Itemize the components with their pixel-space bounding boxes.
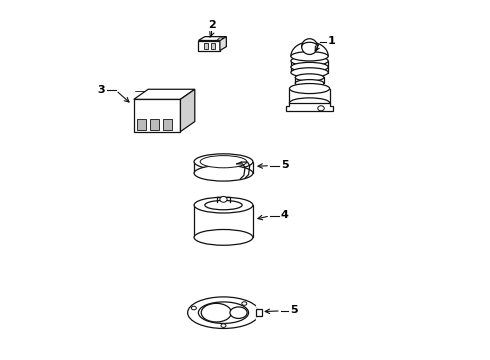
Ellipse shape (291, 56, 328, 66)
Ellipse shape (201, 303, 231, 322)
Ellipse shape (291, 68, 328, 77)
Polygon shape (220, 37, 226, 50)
Polygon shape (134, 99, 180, 132)
Ellipse shape (200, 156, 247, 168)
Ellipse shape (194, 197, 253, 213)
Ellipse shape (295, 74, 324, 81)
Ellipse shape (188, 297, 259, 328)
Polygon shape (256, 306, 265, 319)
Bar (150, 120, 159, 130)
Bar (137, 120, 146, 130)
Polygon shape (180, 89, 195, 132)
Polygon shape (217, 38, 223, 40)
Ellipse shape (194, 229, 253, 245)
Ellipse shape (205, 201, 242, 210)
Ellipse shape (220, 197, 227, 202)
Polygon shape (194, 205, 253, 237)
Ellipse shape (290, 98, 330, 108)
Polygon shape (198, 41, 220, 50)
Text: 5: 5 (290, 305, 297, 315)
Bar (204, 43, 208, 49)
Ellipse shape (194, 154, 253, 170)
Polygon shape (134, 89, 195, 99)
Ellipse shape (290, 84, 330, 94)
Ellipse shape (230, 307, 247, 319)
Text: 1: 1 (327, 36, 335, 46)
Ellipse shape (205, 157, 242, 166)
Polygon shape (256, 309, 262, 316)
Ellipse shape (242, 302, 247, 305)
Ellipse shape (302, 39, 318, 54)
Text: 4: 4 (281, 210, 289, 220)
Polygon shape (291, 42, 328, 56)
Text: 5: 5 (281, 160, 289, 170)
Polygon shape (198, 37, 226, 41)
Ellipse shape (191, 306, 196, 310)
Ellipse shape (295, 80, 324, 87)
Polygon shape (286, 103, 333, 111)
Text: 2: 2 (208, 21, 216, 31)
Ellipse shape (291, 51, 328, 61)
Ellipse shape (221, 324, 226, 327)
Bar (163, 120, 172, 130)
Ellipse shape (198, 302, 248, 323)
Bar (211, 43, 215, 49)
Ellipse shape (291, 62, 328, 72)
Text: 3: 3 (98, 85, 105, 95)
Ellipse shape (318, 106, 324, 111)
Ellipse shape (194, 165, 253, 181)
